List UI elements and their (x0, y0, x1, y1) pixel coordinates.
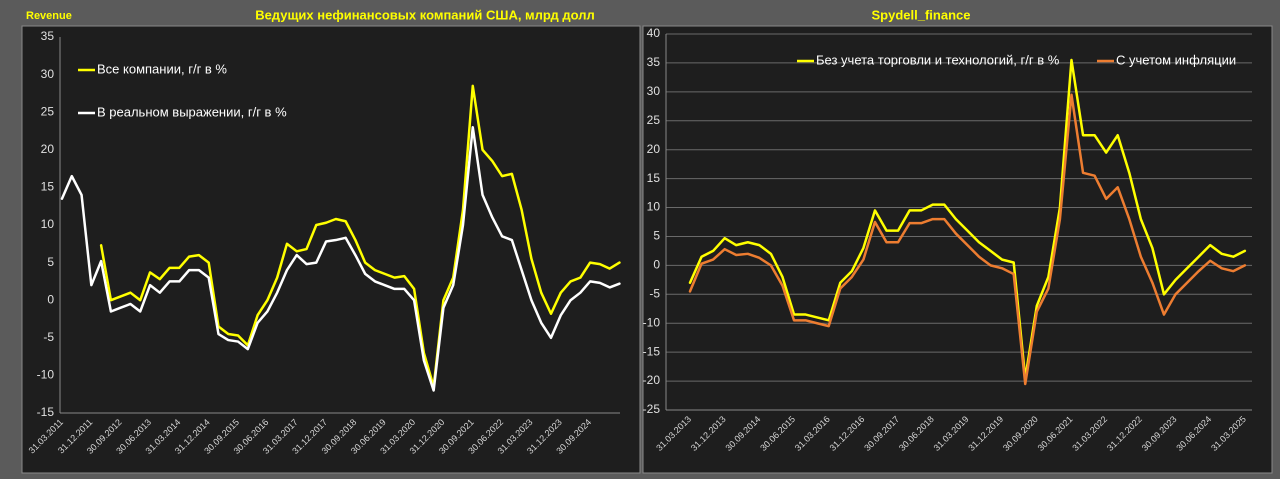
y-tick-label: -5 (649, 286, 660, 300)
annotation: Revenue (26, 10, 72, 22)
y-tick-label: 15 (41, 180, 55, 194)
y-tick-label: 0 (47, 292, 54, 306)
y-tick-label: 40 (647, 26, 661, 40)
y-tick-label: -5 (43, 330, 54, 344)
y-tick-label: 35 (41, 29, 55, 43)
y-tick-label: 30 (647, 84, 661, 98)
chart-title: Spydell_finance (872, 7, 971, 22)
y-tick-label: -15 (643, 344, 661, 358)
legend-label: В реальном выражении, г/г в % (97, 104, 287, 119)
y-tick-label: 25 (41, 104, 55, 118)
y-tick-label: 15 (647, 171, 661, 185)
y-tick-label: 5 (653, 229, 660, 243)
y-tick-label: -20 (643, 373, 661, 387)
legend-label: Без учета торговли и технологий, г/г в % (816, 52, 1060, 67)
series-line (99, 84, 621, 388)
y-tick-label: 35 (647, 55, 661, 69)
right-panel (642, 25, 1273, 474)
y-tick-label: -10 (643, 315, 661, 329)
legend-label: С учетом инфляции (1116, 52, 1236, 67)
y-tick-label: -15 (37, 405, 55, 419)
y-tick-label: 10 (647, 200, 661, 214)
y-tick-label: -10 (37, 368, 55, 382)
y-tick-label: 20 (647, 142, 661, 156)
y-tick-label: 10 (41, 217, 55, 231)
y-tick-label: -25 (643, 402, 661, 416)
series-line (688, 58, 1247, 380)
chart-title: Ведущих нефинансовых компаний США, млрд … (255, 7, 595, 22)
y-tick-label: 30 (41, 67, 55, 81)
series-line (60, 125, 621, 392)
y-tick-label: 5 (47, 255, 54, 269)
y-tick-label: 25 (647, 113, 661, 127)
series-line (688, 93, 1247, 386)
y-tick-label: 20 (41, 142, 55, 156)
left-panel (21, 25, 641, 474)
y-tick-label: 0 (653, 258, 660, 272)
legend-label: Все компании, г/г в % (97, 61, 227, 76)
